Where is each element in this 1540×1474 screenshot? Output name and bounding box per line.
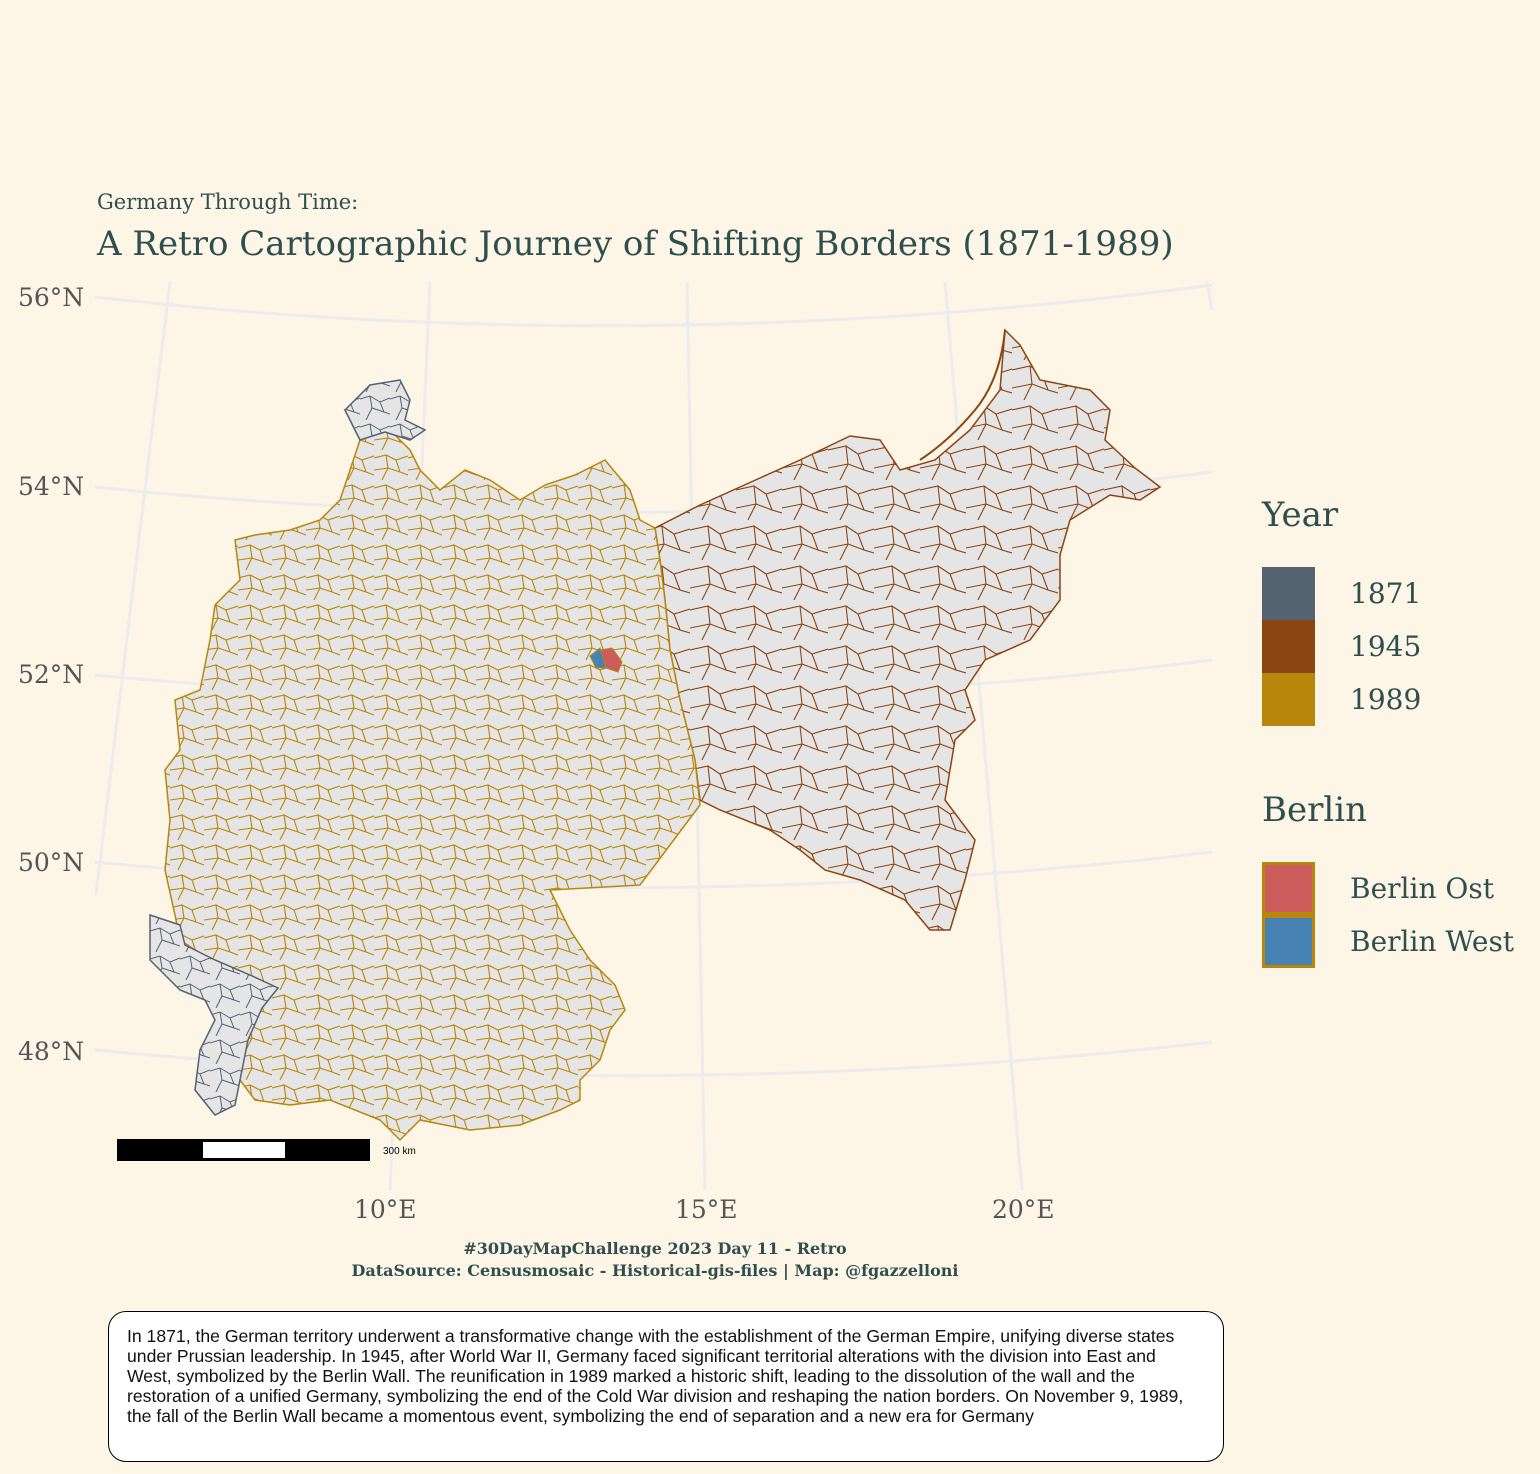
coast-spit <box>919 329 1006 461</box>
lon-label-10: 10°E <box>354 1195 417 1224</box>
map-title: A Retro Cartographic Journey of Shifting… <box>97 224 1174 264</box>
lat-label-48: 48°N <box>18 1037 84 1066</box>
longitude-labels: 10°E 15°E 20°E <box>354 1195 1055 1224</box>
legend-item-1945: 1945 <box>1262 620 1532 673</box>
map-subtitle: Germany Through Time: <box>97 190 359 214</box>
lat-label-54: 54°N <box>18 472 84 501</box>
legend-item-berlin-ost: Berlin Ost <box>1262 862 1532 915</box>
description-text: In 1871, the German territory underwent … <box>127 1326 1184 1426</box>
legend-label-berlin-west: Berlin West <box>1350 925 1515 958</box>
legend-label-1945: 1945 <box>1350 630 1422 663</box>
map-canvas: 56°N 54°N 52°N 50°N 48°N 10°E 15°E 20°E … <box>18 281 1214 1224</box>
legend-label-berlin-ost: Berlin Ost <box>1350 872 1494 905</box>
territory-1945 <box>654 328 1162 931</box>
lon-label-15: 15°E <box>675 1195 738 1224</box>
legend-swatch-1945 <box>1262 620 1315 673</box>
scale-bar: 300 km <box>117 1139 416 1161</box>
lat-label-50: 50°N <box>18 848 84 877</box>
legend-label-1989: 1989 <box>1350 683 1422 716</box>
legend-item-1989: 1989 <box>1262 673 1532 726</box>
caption-line-1: #30DayMapChallenge 2023 Day 11 - Retro <box>463 1239 847 1258</box>
legend-item-berlin-west: Berlin West <box>1262 915 1532 968</box>
legend-swatch-berlin-west <box>1262 915 1315 968</box>
legend-item-1871: 1871 <box>1262 567 1532 620</box>
berlin-west <box>589 647 607 669</box>
legend-label-1871: 1871 <box>1350 577 1422 610</box>
lon-label-20: 20°E <box>992 1195 1055 1224</box>
territory-1871-schleswig <box>344 379 427 441</box>
scale-bar-label: 300 km <box>383 1146 416 1157</box>
latitude-labels: 56°N 54°N 52°N 50°N 48°N <box>18 283 84 1066</box>
legend-berlin-title: Berlin <box>1262 790 1368 830</box>
caption-line-2: DataSource: Censusmosaic - Historical-gi… <box>351 1261 959 1280</box>
legend-swatch-1989 <box>1262 673 1315 726</box>
legend-year: Year 1871 1945 1989 <box>1262 495 1421 726</box>
legend-swatch-berlin-ost <box>1262 862 1315 915</box>
description-box: In 1871, the German territory underwent … <box>108 1311 1224 1462</box>
lat-label-56: 56°N <box>18 283 84 312</box>
territory-1871-alsace <box>149 913 280 1116</box>
legend-year-title: Year <box>1262 495 1339 535</box>
territory-1989 <box>164 408 701 1142</box>
legend-berlin: Berlin Berlin Ost Berlin West <box>1262 790 1514 968</box>
legend-swatch-1871 <box>1262 567 1315 620</box>
lat-label-52: 52°N <box>18 660 84 689</box>
